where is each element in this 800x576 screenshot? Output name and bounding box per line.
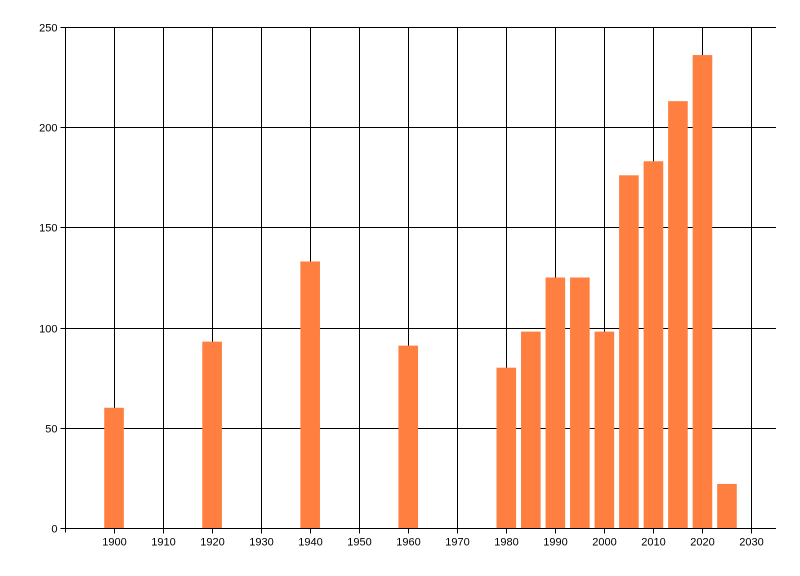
x-tick-label-2010: 2010 [641,537,665,549]
bar-1995 [570,277,590,528]
bar-2025 [717,483,737,528]
x-tick-label-1940: 1940 [298,537,322,549]
bar-2010 [643,161,664,528]
x-tick-label-2020: 2020 [690,537,714,549]
x-axis-tick-labels: 1900 1910 1920 1930 1940 1950 1960 1970 1980 1990… [102,537,763,549]
bar-1940 [300,261,320,528]
bar-1990 [545,277,566,528]
y-tick-label-200: 200 [39,123,57,135]
y-tick-label-50: 50 [45,424,57,436]
y-tick-label-150: 150 [39,223,57,235]
bar-2005 [619,175,639,528]
x-tick-label-1930: 1930 [249,537,273,549]
axes [60,27,776,534]
bar-1980 [496,367,517,528]
y-axis-tick-labels: 0 50 100 150 200 250 [39,23,57,536]
x-tick-label-1990: 1990 [543,537,567,549]
x-tick-label-1980: 1980 [494,537,518,549]
y-tick-label-100: 100 [39,324,57,336]
x-tick-label-1970: 1970 [445,537,469,549]
x-tick-label-1960: 1960 [396,537,420,549]
bar-2015 [668,101,688,528]
bar-1960 [398,345,419,528]
x-tick-label-2000: 2000 [592,537,616,549]
x-tick-label-1910: 1910 [151,537,175,549]
x-tick-label-2030: 2030 [739,537,763,549]
bars [104,55,737,528]
x-tick-label-1900: 1900 [102,537,126,549]
y-tick-label-250: 250 [39,23,57,35]
bar-1900 [104,407,124,528]
x-tick-label-1950: 1950 [347,537,371,549]
bar-1985 [521,331,541,528]
bar-1920 [202,341,222,528]
bar-2000 [594,331,615,528]
x-tick-label-1920: 1920 [200,537,224,549]
y-tick-label-0: 0 [51,524,57,536]
bar-2020 [692,55,713,528]
